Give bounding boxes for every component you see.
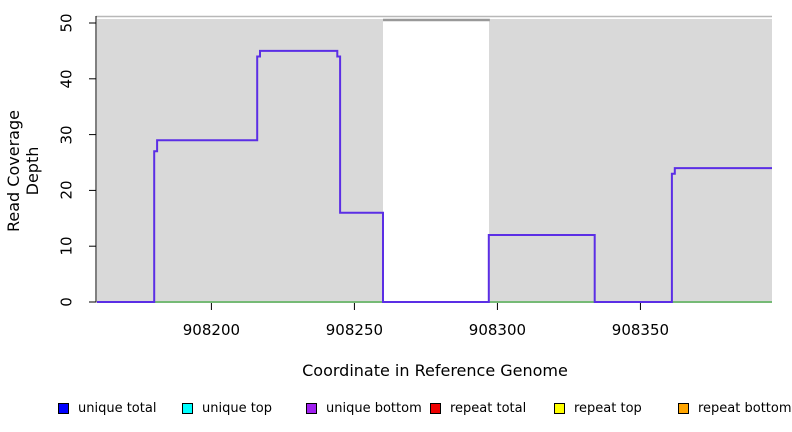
legend-swatch-icon [554,402,565,414]
legend-item: repeat top [554,400,642,416]
legend-label: unique bottom [326,400,422,416]
y-tick-label: 30 [57,125,76,145]
legend-item: repeat total [430,400,526,416]
y-tick-label: 10 [57,236,76,256]
legend-swatch-icon [678,402,689,414]
y-tick-label: 20 [57,180,76,200]
repeat-region-band [383,21,489,303]
coverage-step-line [97,49,772,303]
legend-label: repeat top [574,400,642,416]
legend-item: repeat bottom [678,400,792,416]
legend-swatch-icon [182,402,193,414]
legend-label: unique top [202,400,273,416]
legend-swatch-icon [306,402,317,414]
legend-label: repeat total [450,400,527,416]
x-tick-label: 908250 [325,321,384,339]
y-tick-label: 40 [57,69,76,89]
x-tick-label: 908350 [611,321,670,339]
legend-item: unique bottom [306,400,422,416]
legend-item: unique total [58,400,156,416]
y-tick-label: 0 [57,297,76,307]
legend-label: repeat bottom [698,400,792,416]
x-axis-label: Coordinate in Reference Genome [302,361,568,380]
legend-swatch-icon [430,402,441,414]
legend-label: unique total [78,400,157,416]
y-tick-label: 50 [57,13,76,33]
legend-swatch-icon [58,402,69,414]
x-tick-label: 908200 [182,321,241,339]
x-tick-label: 908300 [468,321,527,339]
legend-item: unique top [182,400,272,416]
y-axis-label: Read Coverage Depth [4,110,42,232]
